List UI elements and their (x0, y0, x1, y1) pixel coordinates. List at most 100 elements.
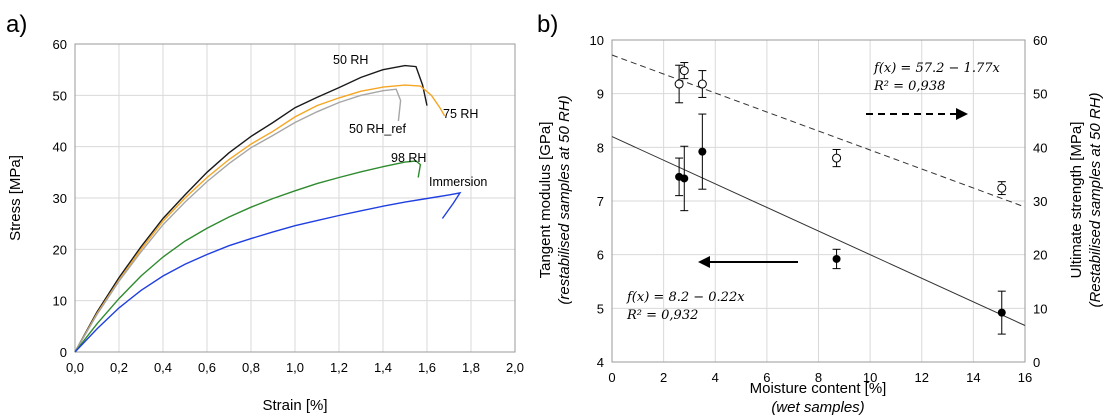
y-tick-label: 4 (597, 355, 604, 370)
y-tick-label: 7 (597, 194, 604, 209)
left-arrow (698, 256, 798, 268)
modulus-point (832, 248, 841, 270)
y-tick-label: 30 (53, 191, 67, 206)
series-line-50-rh (74, 64, 428, 353)
x-tick-label: 1,4 (374, 360, 392, 375)
series-label-50-rh-ref: 50 RH_ref (349, 122, 406, 136)
panel-b-points (674, 62, 1007, 335)
filled-marker (698, 147, 707, 156)
y-tick-label: 10 (53, 294, 67, 309)
series-label-50-rh: 50 RH (333, 53, 368, 67)
y-tick-label: 9 (597, 87, 604, 102)
dashed-fit-equation: f(x) = 57.2 − 1.77x (873, 61, 1000, 76)
open-marker (697, 79, 707, 89)
panel-a-y-axis-title: Stress [MPa] (7, 155, 24, 241)
x-tick-label: 0,6 (198, 360, 216, 375)
x-tick-label: 0,0 (66, 360, 84, 375)
x-tick-label: 6 (763, 370, 770, 385)
panel-b-y2-ticks: 0 10 20 30 40 50 60 (1033, 33, 1047, 370)
y-tick-label: 20 (53, 242, 67, 257)
panel-a-stress-strain: a) 0,0 0,2 0,4 0,6 0,8 1,0 1,2 1,4 1,6 1,8 2,0 0 10… (6, 11, 524, 414)
x-tick-label: 1,0 (286, 360, 304, 375)
x-tick-label: 0,2 (110, 360, 128, 375)
open-marker (674, 79, 684, 89)
panel-b-x-axis-title: Moisture content [%] (750, 380, 887, 397)
y2-tick-label: 50 (1033, 87, 1047, 102)
strength-point (697, 70, 707, 98)
y-tick-label: 5 (597, 301, 604, 316)
y2-tick-label: 10 (1033, 301, 1047, 316)
y2-tick-label: 60 (1033, 33, 1047, 48)
modulus-point (680, 145, 689, 212)
y2-tick-label: 0 (1033, 355, 1040, 370)
x-tick-label: 14 (966, 370, 980, 385)
solid-fit-r2: R² = 0,932 (626, 308, 698, 323)
x-tick-label: 8 (815, 370, 822, 385)
series-line-immersion (74, 191, 462, 353)
y-tick-label: 60 (53, 37, 67, 52)
x-tick-label: 1,8 (462, 360, 480, 375)
x-tick-label: 12 (915, 370, 929, 385)
panel-a-x-ticks: 0,0 0,2 0,4 0,6 0,8 1,0 1,2 1,4 1,6 1,8 2,0 (66, 360, 524, 375)
panel-a-y-ticks: 0 10 20 30 40 50 60 (53, 37, 67, 360)
series-line-75-rh (74, 84, 446, 353)
filled-marker (997, 308, 1006, 317)
panel-b-y-axis-title: Tangent modulus [GPa] (537, 122, 554, 279)
panel-b-y2-axis-title: Ultimate strength [MPa] (1068, 122, 1085, 279)
y-tick-label: 40 (53, 140, 67, 155)
modulus-point (997, 290, 1006, 335)
x-tick-label: 4 (712, 370, 719, 385)
right-dashed-arrow (866, 108, 968, 120)
y2-tick-label: 20 (1033, 248, 1047, 263)
fit-line-solid (611, 136, 1026, 326)
panel-a-grid (74, 43, 516, 353)
x-tick-label: 16 (1018, 370, 1032, 385)
filled-marker (832, 254, 841, 263)
open-marker (679, 66, 689, 76)
panel-b-y-ticks: 4 5 6 7 8 9 10 (590, 33, 604, 370)
x-tick-label: 1,2 (330, 360, 348, 375)
modulus-point (698, 113, 707, 190)
x-tick-label: 0 (608, 370, 615, 385)
strength-point (679, 62, 689, 80)
panel-b-x-axis-subtitle: (wet samples) (771, 399, 864, 416)
y-tick-label: 6 (597, 248, 604, 263)
x-tick-label: 2,0 (506, 360, 524, 375)
series-line-50-rh-ref (74, 88, 402, 353)
series-label-75-rh: 75 RH (443, 107, 478, 121)
y2-tick-label: 40 (1033, 140, 1047, 155)
strength-point (832, 148, 842, 168)
y2-tick-label: 30 (1033, 194, 1047, 209)
panel-b-plot-frame (611, 39, 1026, 363)
panel-a-series (74, 64, 462, 353)
series-line-98-rh (74, 160, 422, 353)
y-tick-label: 0 (60, 345, 67, 360)
strength-point (997, 181, 1007, 196)
x-tick-label: 2 (660, 370, 667, 385)
panel-a-plot-frame (74, 43, 516, 353)
x-tick-label: 0,8 (242, 360, 260, 375)
panel-b-letter: b) (537, 11, 558, 38)
x-tick-label: 0,4 (154, 360, 172, 375)
panel-a-letter: a) (6, 11, 27, 38)
panel-b-y2-axis-subtitle: (Restabilised samples at 50 RH) (1087, 92, 1104, 307)
series-label-98-rh: 98 RH (391, 151, 426, 165)
open-marker (997, 183, 1007, 193)
x-tick-label: 10 (863, 370, 877, 385)
strength-point (674, 64, 684, 104)
y-tick-label: 10 (590, 33, 604, 48)
series-label-immersion: Immersion (429, 175, 487, 189)
open-marker (832, 153, 842, 163)
panel-b-y-axis-subtitle: (restabilised samples at 50 RH) (556, 95, 573, 304)
y-tick-label: 50 (53, 88, 67, 103)
panel-b-x-ticks: 0 2 4 6 8 10 12 14 16 (608, 370, 1032, 385)
solid-fit-equation: f(x) = 8.2 − 0.22x (626, 290, 745, 305)
filled-marker (680, 174, 689, 183)
x-tick-label: 1,6 (418, 360, 436, 375)
dashed-fit-r2: R² = 0,938 (873, 79, 945, 94)
panel-a-x-axis-title: Strain [%] (262, 397, 327, 414)
y-tick-label: 8 (597, 140, 604, 155)
